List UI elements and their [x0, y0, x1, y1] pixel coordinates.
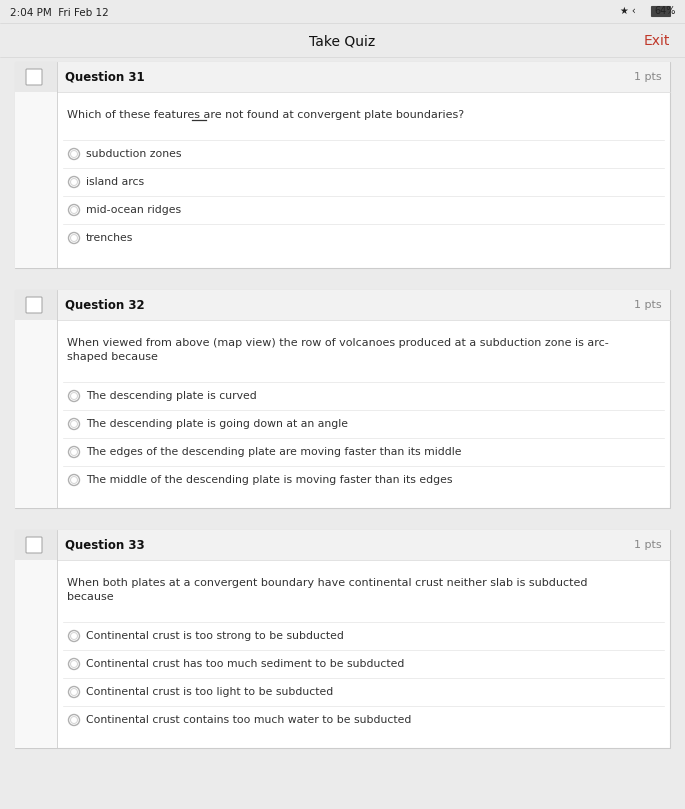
FancyBboxPatch shape [15, 290, 670, 320]
Text: Question 31: Question 31 [65, 70, 145, 83]
Text: 2:04 PM  Fri Feb 12: 2:04 PM Fri Feb 12 [10, 8, 109, 18]
Text: 1 pts: 1 pts [634, 300, 662, 310]
FancyBboxPatch shape [15, 320, 57, 508]
Text: subduction zones: subduction zones [86, 149, 182, 159]
Text: 64%: 64% [655, 6, 676, 16]
FancyBboxPatch shape [15, 62, 670, 92]
Text: The descending plate is curved: The descending plate is curved [86, 391, 257, 401]
Text: shaped because: shaped because [67, 352, 158, 362]
Text: Continental crust is too strong to be subducted: Continental crust is too strong to be su… [86, 631, 344, 641]
Text: Which of these features are not found at convergent plate boundaries?: Which of these features are not found at… [67, 110, 464, 120]
FancyBboxPatch shape [651, 6, 671, 16]
Text: The descending plate is going down at an angle: The descending plate is going down at an… [86, 419, 348, 429]
FancyBboxPatch shape [15, 290, 57, 320]
Text: The edges of the descending plate are moving faster than its middle: The edges of the descending plate are mo… [86, 447, 462, 457]
Text: trenches: trenches [86, 233, 134, 243]
FancyBboxPatch shape [15, 530, 57, 560]
Text: 1 pts: 1 pts [634, 72, 662, 82]
Text: Exit: Exit [644, 34, 670, 48]
Text: Continental crust is too light to be subducted: Continental crust is too light to be sub… [86, 687, 333, 697]
Text: because: because [67, 592, 114, 602]
FancyBboxPatch shape [15, 62, 57, 92]
Text: Question 33: Question 33 [65, 539, 145, 552]
FancyBboxPatch shape [26, 297, 42, 313]
Text: Continental crust has too much sediment to be subducted: Continental crust has too much sediment … [86, 659, 404, 669]
FancyBboxPatch shape [15, 530, 670, 560]
Text: Take Quiz: Take Quiz [309, 34, 375, 48]
FancyBboxPatch shape [26, 69, 42, 85]
Text: ★ ‹: ★ ‹ [620, 6, 636, 16]
Text: When both plates at a convergent boundary have continental crust neither slab is: When both plates at a convergent boundar… [67, 578, 588, 588]
Text: Question 32: Question 32 [65, 299, 145, 311]
FancyBboxPatch shape [26, 537, 42, 553]
Text: island arcs: island arcs [86, 177, 144, 187]
FancyBboxPatch shape [15, 560, 57, 748]
Text: mid-ocean ridges: mid-ocean ridges [86, 205, 181, 215]
Text: 1 pts: 1 pts [634, 540, 662, 550]
FancyBboxPatch shape [15, 62, 670, 268]
FancyBboxPatch shape [15, 290, 670, 508]
Text: The middle of the descending plate is moving faster than its edges: The middle of the descending plate is mo… [86, 475, 453, 485]
Text: Continental crust contains too much water to be subducted: Continental crust contains too much wate… [86, 715, 412, 725]
Text: When viewed from above (map view) the row of volcanoes produced at a subduction : When viewed from above (map view) the ro… [67, 338, 609, 348]
FancyBboxPatch shape [15, 530, 670, 748]
FancyBboxPatch shape [15, 92, 57, 268]
